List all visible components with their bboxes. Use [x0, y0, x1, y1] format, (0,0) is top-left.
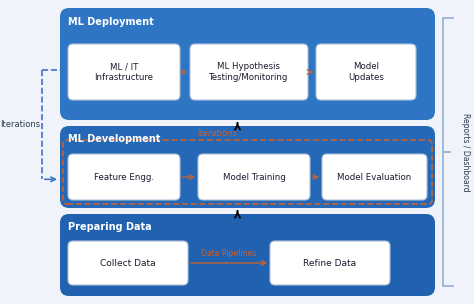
FancyBboxPatch shape	[68, 154, 180, 200]
Text: ML Deployment: ML Deployment	[68, 17, 154, 27]
FancyBboxPatch shape	[60, 8, 435, 120]
Text: Reports / Dashboard: Reports / Dashboard	[461, 113, 470, 191]
Text: ML / IT
Infrastructure: ML / IT Infrastructure	[94, 62, 154, 82]
Text: Model
Updates: Model Updates	[348, 62, 384, 82]
FancyBboxPatch shape	[322, 154, 427, 200]
FancyBboxPatch shape	[190, 44, 308, 100]
Text: Iterations: Iterations	[198, 129, 238, 138]
Text: Model Training: Model Training	[223, 172, 285, 181]
Text: Collect Data: Collect Data	[100, 258, 156, 268]
FancyBboxPatch shape	[198, 154, 310, 200]
Text: Model Evaluation: Model Evaluation	[337, 172, 411, 181]
FancyBboxPatch shape	[68, 241, 188, 285]
FancyBboxPatch shape	[68, 44, 180, 100]
Text: Feature Engg.: Feature Engg.	[94, 172, 154, 181]
Text: ML Hypothesis
Testing/Monitoring: ML Hypothesis Testing/Monitoring	[210, 62, 289, 82]
FancyBboxPatch shape	[316, 44, 416, 100]
Text: Refine Data: Refine Data	[303, 258, 356, 268]
FancyBboxPatch shape	[60, 214, 435, 296]
Text: Preparing Data: Preparing Data	[68, 222, 152, 232]
FancyBboxPatch shape	[270, 241, 390, 285]
Text: Iterations: Iterations	[0, 120, 40, 129]
Text: ML Development: ML Development	[68, 134, 160, 144]
Text: Data Pipelines: Data Pipelines	[201, 249, 256, 258]
FancyBboxPatch shape	[60, 126, 435, 208]
